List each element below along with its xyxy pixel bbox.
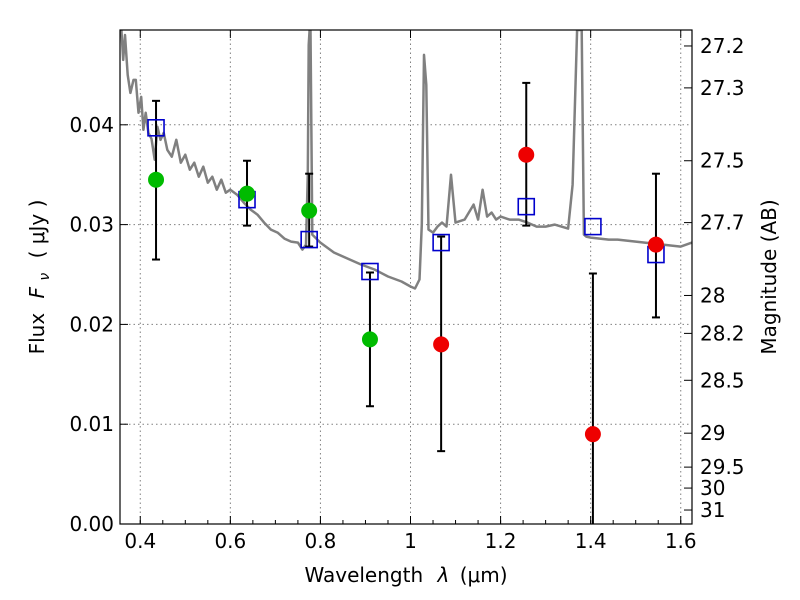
magnitude-tick-label: 29	[700, 421, 725, 445]
x-tick-label: 0.8	[305, 529, 337, 553]
model-square	[584, 217, 602, 236]
model-square	[300, 230, 318, 249]
y-tick-label: 0.02	[69, 312, 114, 336]
magnitude-tick-label: 27.5	[700, 149, 745, 173]
model-square	[147, 119, 165, 137]
magnitude-tick-label: 28.2	[700, 321, 745, 345]
optical-point	[361, 331, 378, 348]
magnitude-tick-label: 28.5	[700, 368, 745, 392]
magnitude-tick-label: 27.7	[700, 211, 745, 235]
y-axis-label: Flux F ν ( μJy )	[25, 200, 54, 355]
plot-area	[120, 30, 692, 524]
optical-point	[148, 171, 165, 188]
y-tick-label: 0.04	[69, 113, 114, 137]
magnitude-tick-label: 30	[700, 476, 725, 500]
axis-ticks: 0.4 0.6 0.8 1 1.2 1.4 1.6 0.00 0.01 0.02 0.03 0.04 2…	[69, 30, 745, 553]
nir-point	[584, 426, 601, 443]
plot-frame	[119, 29, 693, 525]
magnitude-tick-label: 29.5	[700, 455, 745, 479]
y-tick-label: 0.01	[69, 412, 114, 436]
model-square	[517, 197, 536, 216]
x-tick-label: 0.4	[124, 529, 156, 553]
model-square	[432, 233, 450, 252]
x-tick-label: 1.4	[575, 529, 607, 553]
x-tick-label: 1.2	[485, 529, 517, 553]
nir-point	[647, 236, 664, 253]
nir-point	[433, 336, 450, 353]
y-tick-label: 0.03	[69, 213, 114, 237]
x-tick-label: 1.6	[665, 529, 697, 553]
model-square	[361, 262, 379, 281]
magnitude-axis-label: Magnitude (AB)	[757, 199, 781, 354]
grid-lines	[120, 30, 692, 525]
x-axis-label: Wavelength λ (μm)	[304, 563, 507, 587]
y-tick-label: 0.00	[69, 512, 114, 536]
magnitude-tick-label: 31	[700, 498, 725, 522]
magnitude-tick-label: 28	[700, 283, 725, 307]
spectrum-line	[120, 30, 692, 290]
optical-point	[301, 202, 318, 219]
x-tick-label: 1	[404, 529, 417, 553]
x-tick-label: 0.6	[214, 529, 246, 553]
nir-point	[518, 146, 535, 163]
magnitude-tick-label: 27.3	[700, 76, 745, 100]
magnitude-tick-label: 27.2	[700, 34, 745, 58]
optical-point	[239, 185, 256, 202]
